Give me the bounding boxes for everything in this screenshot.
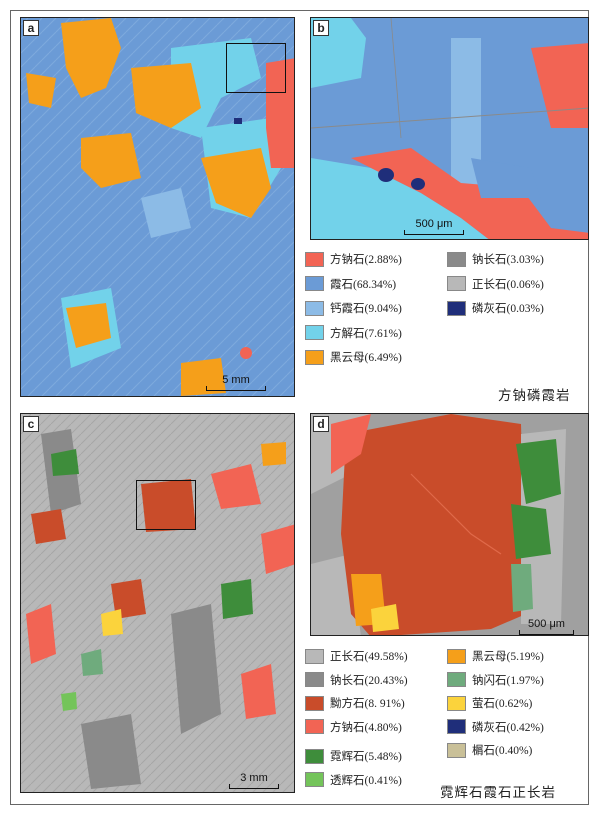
legend-item: 霞石(68.34%) [305,276,396,292]
panel-a-map: a 5 mm [20,17,295,397]
panel-a-label: a [23,20,39,36]
legend-swatch [305,719,324,734]
legend-label: 方解石(7.61%) [330,327,402,340]
legend-item: 榍石(0.40%) [447,742,532,758]
legend-item: 方钠石(2.88%) [305,251,402,267]
legend-label: 方钠石(2.88%) [330,254,402,266]
panel-c-zoom-box [136,480,196,530]
panel-b-label: b [313,20,329,36]
panel-c-mineral-map [21,414,294,792]
legend-item: 黑云母(5.19%) [447,648,544,664]
panel-b-mineral-map [311,18,588,239]
legend-swatch [305,672,324,687]
legend-item: 钙霞石(9.04%) [305,300,402,316]
legend-label: 榍石(0.40%) [472,745,533,757]
rock-name-top: 方钠磷霞岩 [498,388,571,403]
legend-swatch [305,695,324,711]
legend-label: 黝方石(8. 91%) [330,698,405,710]
figure-frame [10,10,589,805]
legend-label: 钠长石(3.03%) [472,254,544,266]
panel-d-scale-bar: 500 μm [519,618,574,635]
legend-swatch [447,719,466,734]
legend-item: 霓辉石(5.48%) [305,748,402,764]
legend-swatch [305,748,324,764]
legend-item: 方钠石(4.80%) [305,719,402,735]
legend-item: 方解石(7.61%) [305,325,402,341]
panel-d-mineral-map [311,414,566,635]
panel-a-zoom-box [226,43,286,93]
legend-item: 萤石(0.62%) [447,695,532,711]
legend-swatch [305,300,324,316]
legend-swatch [447,648,466,664]
legend-label: 透辉石(0.41%) [330,774,402,787]
legend-label: 磷灰石(0.42%) [472,721,544,734]
legend-label: 黑云母(5.19%) [472,651,544,663]
legend-item: 黑云母(6.49%) [305,349,402,365]
legend-label: 钠长石(20.43%) [330,674,408,687]
legend-label: 萤石(0.62%) [472,698,533,710]
legend-swatch [305,276,324,291]
legend-item: 正长石(49.58%) [305,648,408,664]
legend-label: 钙霞石(9.04%) [330,303,402,315]
legend-swatch [447,300,466,316]
panel-c-label: c [23,416,39,432]
legend-label: 正长石(0.06%) [472,278,544,291]
legend-item: 磷灰石(0.42%) [447,719,544,735]
legend-swatch [305,772,324,787]
legend-swatch [305,349,324,365]
panel-b-scale-bar: 500 μm [404,218,464,235]
legend-item: 透辉石(0.41%) [305,772,402,788]
panel-d-label: d [313,416,329,432]
legend-item: 钠长石(20.43%) [305,672,408,688]
legend-swatch [305,251,324,267]
legend-item: 黝方石(8. 91%) [305,695,405,711]
legend-item: 正长石(0.06%) [447,276,544,292]
panel-a-scale-bar: 5 mm [206,374,266,391]
panel-c-scale-bar: 3 mm [229,772,279,789]
legend-label: 磷灰石(0.03%) [472,303,544,315]
panel-a-mineral-map [21,18,294,396]
panel-d-map: d 500 μm [310,413,589,636]
legend-swatch [305,648,324,664]
legend-label: 霓辉石(5.48%) [330,751,402,763]
legend-swatch [305,325,324,340]
legend-label: 钠闪石(1.97%) [472,674,544,687]
legend-label: 方钠石(4.80%) [330,721,402,734]
legend-label: 霞石(68.34%) [330,278,397,291]
legend-item: 钠闪石(1.97%) [447,672,544,688]
legend-label: 黑云母(6.49%) [330,352,402,364]
legend-item: 磷灰石(0.03%) [447,300,544,316]
panel-b-map: b 500 μm [310,17,589,240]
rock-name-bottom: 霓辉石霞石正长岩 [440,785,556,800]
legend-swatch [447,251,466,267]
legend-swatch [447,276,466,291]
legend-swatch [447,695,466,711]
panel-c-map: c 3 mm [20,413,295,793]
legend-label: 正长石(49.58%) [330,651,408,663]
legend-swatch [447,672,466,687]
legend-item: 钠长石(3.03%) [447,251,544,267]
legend-swatch [447,742,466,758]
